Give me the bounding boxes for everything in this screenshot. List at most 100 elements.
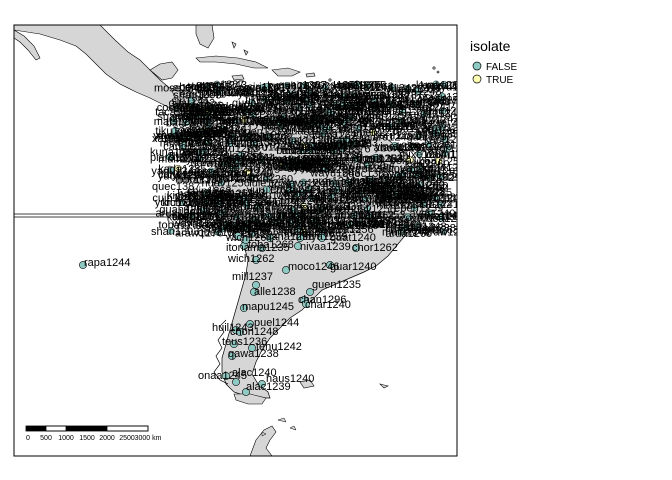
clutter-label: araw1276 bbox=[322, 144, 370, 156]
clutter-label: shan1303 bbox=[157, 111, 205, 123]
clutter-label: boru1252 bbox=[356, 153, 403, 165]
clutter-label: emb1241 bbox=[397, 170, 443, 182]
clutter-label: arua1260 bbox=[339, 161, 386, 173]
clutter-label: xava1240 bbox=[361, 183, 409, 195]
clutter-label: yuca1254 bbox=[176, 190, 224, 202]
clutter-point bbox=[251, 216, 260, 224]
clutter-label: mixe1284 bbox=[335, 209, 383, 221]
clutter-label: warr1240 bbox=[177, 196, 224, 208]
clutter-label: suru1262 bbox=[198, 195, 244, 207]
clutter-label: urar1246 bbox=[276, 93, 320, 105]
clutter-label: mose1249 bbox=[371, 185, 422, 197]
clutter-label: kich1262 bbox=[167, 190, 211, 202]
clutter-point bbox=[344, 178, 353, 186]
clutter-label: kuna1268 bbox=[416, 79, 464, 91]
clutter-label: ayou1238 bbox=[383, 169, 431, 181]
clutter-point bbox=[314, 143, 322, 151]
clutter-label: toba1269 bbox=[243, 129, 289, 141]
language-label: rapa1244 bbox=[84, 257, 131, 269]
clutter-point bbox=[213, 199, 222, 208]
clutter-label: huav1256 bbox=[270, 89, 318, 101]
clutter-label: yagu1244 bbox=[227, 152, 275, 164]
clutter-label: mats1244 bbox=[345, 82, 393, 94]
clutter-label: kabi1260 bbox=[424, 134, 469, 146]
land-yucatan bbox=[149, 61, 179, 81]
clutter-label: siri1241 bbox=[215, 123, 254, 135]
clutter-label: cofa1242 bbox=[307, 123, 352, 135]
clutter-point bbox=[404, 85, 412, 93]
clutter-label: araw1276 bbox=[175, 228, 223, 240]
language-point bbox=[296, 234, 304, 242]
clutter-label: lule1254 bbox=[179, 141, 221, 153]
clutter-label: epen1239 bbox=[238, 126, 287, 138]
clutter-label: kich1262 bbox=[231, 172, 275, 184]
clutter-label: secoya1240 bbox=[278, 162, 337, 174]
clutter-label: nukak1236 bbox=[256, 217, 310, 229]
clutter-point bbox=[370, 96, 379, 104]
clutter-point bbox=[286, 218, 294, 226]
clutter-label: baur1253 bbox=[359, 209, 406, 221]
clutter-label: piaro1243 bbox=[338, 121, 387, 133]
clutter-label: ayou1238 bbox=[313, 195, 361, 207]
clutter-point bbox=[412, 99, 421, 108]
clutter-label: yuca1254 bbox=[336, 217, 384, 229]
language-point bbox=[248, 344, 256, 352]
clutter-label: tuca1252 bbox=[316, 80, 361, 92]
language-point bbox=[242, 388, 250, 396]
clutter-label: tuca1252 bbox=[193, 195, 238, 207]
clutter-label: xava1240 bbox=[152, 133, 200, 145]
clutter-label: taca1256 bbox=[328, 224, 373, 236]
clutter-label: suru1262 bbox=[360, 196, 406, 208]
clutter-point bbox=[321, 83, 329, 92]
clutter-point bbox=[283, 162, 292, 171]
clutter-label: asha1243 bbox=[193, 156, 241, 168]
clutter-point bbox=[292, 191, 301, 199]
clutter-label: suru1262 bbox=[381, 191, 427, 203]
clutter-label: cofa1242 bbox=[372, 83, 417, 95]
clutter-point bbox=[167, 227, 175, 235]
land-fjords bbox=[213, 319, 229, 385]
clutter-point bbox=[170, 117, 178, 125]
clutter-label: yuru1263 bbox=[346, 163, 392, 175]
clutter-point bbox=[438, 92, 446, 101]
clutter-label: maku1268 bbox=[282, 114, 333, 126]
clutter-label: kada1285 bbox=[279, 157, 327, 169]
clutter-label: baur1253 bbox=[177, 189, 224, 201]
clutter-point bbox=[250, 138, 259, 146]
clutter-label: toba1269 bbox=[311, 192, 357, 204]
clutter-label: cand1248 bbox=[274, 106, 322, 118]
clutter-point bbox=[398, 228, 406, 236]
language-point bbox=[352, 244, 360, 252]
clutter-label: wayu1243 bbox=[216, 161, 267, 173]
clutter-point bbox=[420, 193, 429, 201]
language-point bbox=[222, 372, 230, 380]
clutter-label: quec1387 bbox=[284, 202, 332, 214]
clutter-label: asha1243 bbox=[197, 107, 245, 119]
scale-bar: 0 500 1000 1500 2000 2500 3000 km bbox=[25, 425, 162, 442]
language-label: guar1240 bbox=[330, 261, 377, 273]
language-label: mbya1239 bbox=[296, 231, 347, 243]
clutter-label: quec1387 bbox=[397, 98, 445, 110]
clutter-point bbox=[248, 230, 257, 238]
clutter-label: muin1242 bbox=[426, 149, 474, 161]
clutter-point bbox=[263, 185, 271, 194]
clutter-label: guar1292 bbox=[226, 194, 273, 206]
clutter-point bbox=[226, 139, 234, 147]
clutter-point bbox=[199, 108, 207, 117]
clutter-point bbox=[348, 139, 357, 147]
clutter-point bbox=[438, 123, 446, 131]
clutter-label: mats1244 bbox=[385, 222, 433, 234]
clutter-label: lule1254 bbox=[305, 83, 347, 95]
clutter-label: kich1262 bbox=[227, 200, 271, 212]
clutter-label: suru1262 bbox=[353, 185, 399, 197]
clutter-point bbox=[371, 104, 379, 112]
clutter-label: kabi1260 bbox=[289, 159, 334, 171]
clutter-label: yuru1263 bbox=[194, 169, 240, 181]
clutter-label: shan1303 bbox=[188, 113, 236, 125]
clutter-label: chip1262 bbox=[182, 128, 227, 140]
land-baja bbox=[14, 29, 41, 61]
clutter-point bbox=[258, 156, 266, 165]
clutter-point bbox=[312, 113, 320, 122]
clutter-label: urar1246 bbox=[202, 125, 246, 137]
clutter-label: cofa1242 bbox=[283, 156, 328, 168]
